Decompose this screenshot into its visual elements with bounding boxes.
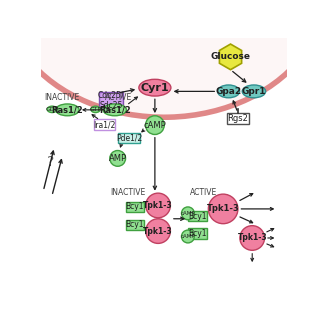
Text: Bcy1: Bcy1	[188, 229, 207, 238]
Text: Ras1/2: Ras1/2	[52, 105, 83, 114]
Ellipse shape	[4, 0, 320, 117]
Ellipse shape	[208, 194, 238, 224]
Text: cAMP: cAMP	[180, 211, 195, 216]
Text: Glucose: Glucose	[211, 52, 251, 61]
FancyBboxPatch shape	[188, 211, 207, 221]
Text: Tpk1-3: Tpk1-3	[143, 201, 173, 210]
Ellipse shape	[242, 85, 266, 98]
Ellipse shape	[47, 106, 57, 113]
Text: ?: ?	[46, 155, 54, 169]
Text: Cdc25/
Sdc25: Cdc25/ Sdc25	[98, 91, 124, 110]
Text: Gpa2: Gpa2	[215, 87, 242, 96]
Ellipse shape	[56, 104, 79, 116]
Text: Tpk1-3: Tpk1-3	[207, 204, 239, 213]
Ellipse shape	[103, 104, 126, 116]
Text: AMP: AMP	[108, 154, 127, 163]
Ellipse shape	[181, 207, 194, 220]
Text: Gpr1: Gpr1	[242, 87, 266, 96]
Text: Cyr1: Cyr1	[140, 83, 169, 93]
Text: INACTIVE: INACTIVE	[44, 93, 79, 102]
FancyBboxPatch shape	[188, 228, 207, 239]
Ellipse shape	[110, 150, 125, 166]
Text: Bcy1: Bcy1	[126, 203, 144, 212]
Text: ACTIVE: ACTIVE	[105, 93, 132, 102]
Ellipse shape	[240, 226, 265, 250]
Text: Tpk1-3: Tpk1-3	[237, 234, 267, 243]
Ellipse shape	[218, 85, 240, 98]
Polygon shape	[220, 44, 242, 70]
FancyBboxPatch shape	[118, 132, 140, 143]
Text: Tpk1-3: Tpk1-3	[143, 227, 173, 236]
Ellipse shape	[181, 230, 194, 243]
Text: Bcy1: Bcy1	[126, 220, 144, 229]
Text: GTP: GTP	[89, 107, 101, 112]
Text: cAMP: cAMP	[143, 121, 166, 130]
Text: ACTIVE: ACTIVE	[190, 188, 217, 197]
Ellipse shape	[146, 219, 171, 244]
Text: Bcy1: Bcy1	[188, 212, 207, 221]
Text: Pde1/2: Pde1/2	[116, 133, 142, 142]
Text: GDP: GDP	[45, 107, 59, 112]
Text: INACTIVE: INACTIVE	[111, 188, 146, 197]
Ellipse shape	[146, 116, 164, 134]
Ellipse shape	[146, 193, 171, 218]
FancyBboxPatch shape	[126, 202, 144, 212]
FancyBboxPatch shape	[93, 119, 115, 130]
Ellipse shape	[91, 106, 100, 113]
Text: Ras1/2: Ras1/2	[99, 105, 131, 114]
FancyBboxPatch shape	[126, 220, 144, 230]
Text: Ira1/2: Ira1/2	[93, 120, 116, 129]
Text: cAMP: cAMP	[180, 234, 195, 239]
Text: Rgs2: Rgs2	[228, 114, 248, 123]
Ellipse shape	[139, 79, 171, 96]
FancyBboxPatch shape	[227, 113, 249, 124]
FancyBboxPatch shape	[99, 92, 124, 109]
